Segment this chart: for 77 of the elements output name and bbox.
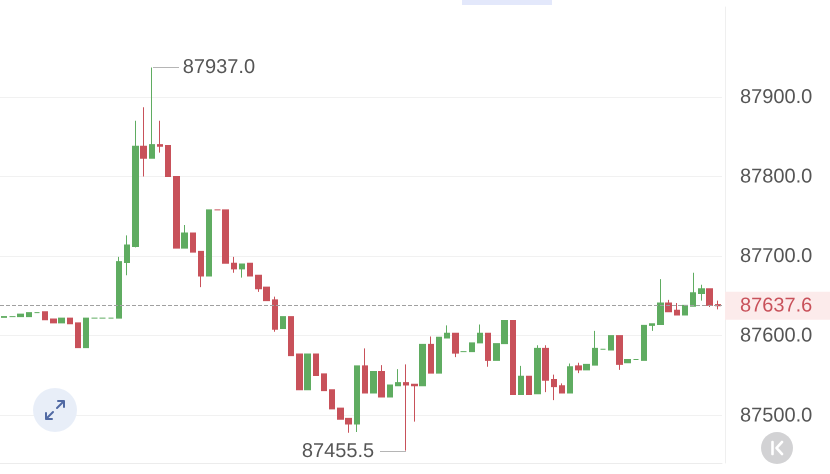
candlestick	[149, 66, 155, 159]
candlestick	[173, 176, 180, 249]
candlestick	[542, 344, 549, 393]
candlestick	[477, 324, 483, 344]
candlestick	[321, 373, 327, 392]
candlestick	[436, 336, 442, 374]
candlestick	[616, 335, 623, 370]
candlestick	[165, 144, 171, 178]
candlestick	[551, 374, 557, 401]
candlestick	[239, 264, 245, 278]
candlestick	[641, 324, 647, 361]
candlestick	[378, 364, 385, 398]
candlestick	[288, 316, 294, 356]
y-tick-label: 87900.0	[740, 86, 812, 108]
candlestick	[370, 370, 377, 394]
candlestick	[665, 299, 672, 312]
candlestick	[190, 232, 196, 253]
candlestick	[485, 332, 491, 368]
candlestick	[592, 330, 598, 366]
candlestick	[624, 359, 631, 364]
candlestick	[140, 106, 147, 178]
candlestick	[419, 344, 426, 386]
candlestick	[42, 311, 48, 320]
candlestick	[575, 362, 582, 374]
candlestick	[428, 336, 434, 374]
candlestick	[452, 332, 459, 358]
candlestick	[296, 353, 303, 390]
candlestick	[526, 376, 532, 396]
candlestick	[198, 250, 204, 288]
candlestick	[518, 365, 524, 396]
candlestick	[58, 318, 65, 324]
candlestick	[67, 318, 73, 324]
candlestick	[116, 256, 122, 319]
candlestick	[649, 323, 655, 332]
candlestick	[682, 304, 688, 316]
y-tick-label: 87600.0	[740, 324, 812, 347]
y-tick-label: 87700.0	[740, 245, 812, 268]
candlestick	[313, 353, 319, 376]
candlestick	[698, 284, 705, 302]
candlestick	[181, 224, 188, 249]
candlestick	[559, 382, 565, 394]
candlestick	[469, 342, 475, 352]
candlestick	[534, 344, 541, 394]
candlestick	[280, 316, 286, 330]
candlestick	[510, 320, 516, 396]
candlestick	[706, 288, 713, 308]
candlestick	[354, 365, 360, 432]
candlestick	[50, 318, 57, 324]
candlestick	[206, 209, 212, 276]
candlestick	[83, 318, 89, 348]
annotation: 87455.5	[302, 440, 374, 462]
candlestick	[132, 120, 139, 248]
candlestick	[124, 234, 130, 276]
candlestick	[411, 384, 418, 422]
candlestick	[444, 324, 450, 339]
candlestick	[304, 353, 311, 390]
candlestick	[329, 389, 335, 410]
candlestick	[26, 312, 32, 318]
candlestick	[247, 262, 253, 276]
y-tick-label: 87500.0	[740, 404, 812, 426]
candlestick	[567, 363, 573, 394]
candlestick	[395, 368, 401, 386]
candlestick	[157, 120, 163, 154]
candlestick	[272, 296, 278, 332]
candlestick	[608, 335, 614, 350]
candlestick	[231, 256, 237, 274]
candlestick	[387, 384, 393, 398]
candlestick	[403, 364, 409, 452]
ref-line-label: 87637.6	[740, 294, 812, 317]
candlestick	[674, 302, 680, 316]
candlestick	[690, 272, 696, 307]
candlestick	[362, 348, 368, 394]
y-tick-label: 87800.0	[740, 166, 812, 188]
candlestick	[583, 364, 590, 370]
candlestick	[75, 322, 81, 348]
annotation: 87937.0	[182, 56, 256, 78]
candlestick	[657, 278, 664, 326]
